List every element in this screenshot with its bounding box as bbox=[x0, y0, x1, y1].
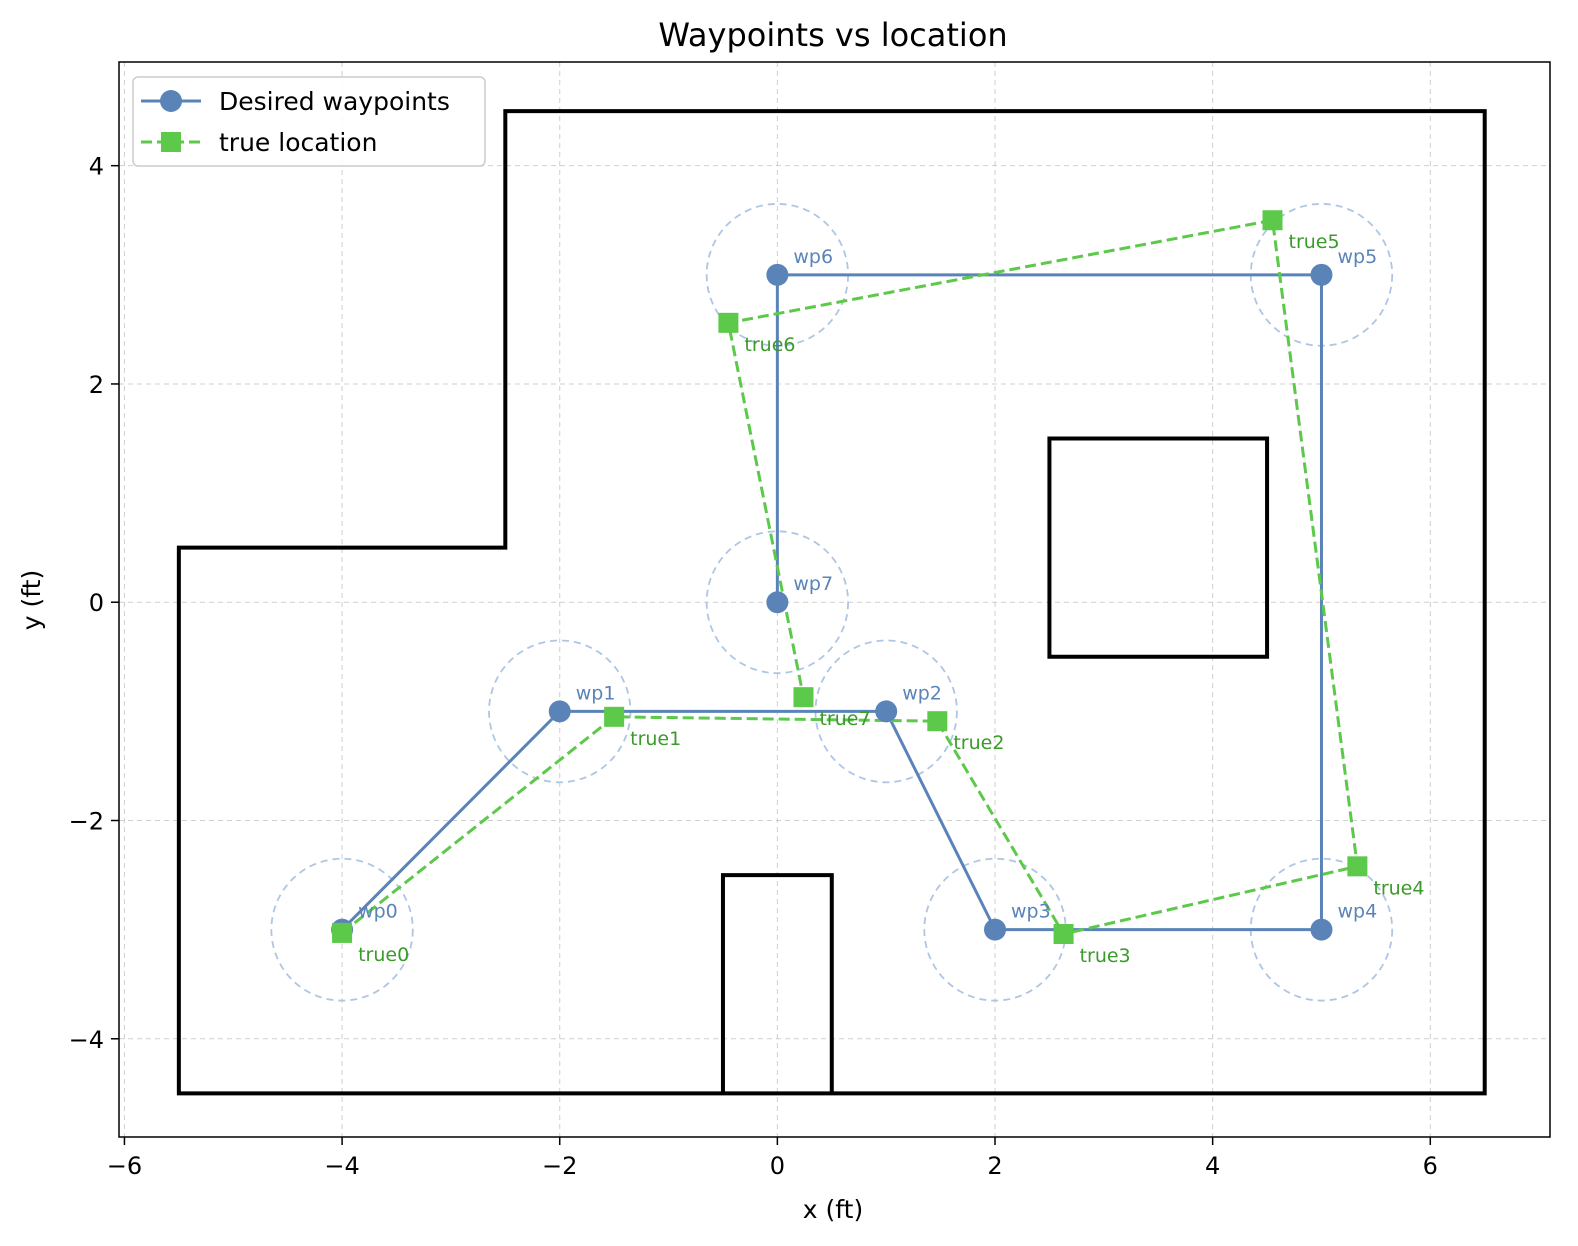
waypoint-marker bbox=[766, 591, 789, 614]
x-axis-label: x (ft) bbox=[803, 1195, 863, 1224]
legend-marker-desired bbox=[160, 90, 182, 112]
axis-ticks: −6 −4 −2 0 2 4 6 −4 −2 0 2 4 bbox=[69, 153, 1438, 1180]
legend-marker-true bbox=[161, 132, 181, 152]
obstacles bbox=[176, 109, 1487, 1096]
true-location-label: true1 bbox=[630, 728, 681, 750]
waypoint-label: wp6 bbox=[793, 246, 833, 268]
y-tick-label: 4 bbox=[89, 153, 104, 181]
true-location-marker bbox=[332, 922, 353, 943]
waypoint-marker bbox=[984, 918, 1007, 941]
true-location-marker bbox=[1262, 210, 1283, 231]
waypoint-marker bbox=[766, 263, 789, 286]
x-tick-label: 6 bbox=[1423, 1152, 1438, 1180]
y-axis-label: y (ft) bbox=[17, 570, 46, 630]
legend-box bbox=[132, 76, 486, 167]
y-tick-label: 2 bbox=[89, 371, 104, 399]
x-tick-label: 0 bbox=[770, 1152, 785, 1180]
true-location-label: true2 bbox=[953, 732, 1004, 754]
true-location-label: true4 bbox=[1373, 877, 1424, 899]
legend-label-true: true location bbox=[219, 128, 377, 157]
true-location-label: true5 bbox=[1289, 231, 1340, 253]
true-location-marker bbox=[1053, 924, 1074, 945]
outer-boundary bbox=[176, 109, 1487, 1096]
series-markers bbox=[331, 210, 1368, 945]
waypoint-label: wp5 bbox=[1337, 246, 1377, 268]
true-location-label: true3 bbox=[1080, 945, 1131, 967]
true-location-marker bbox=[1347, 856, 1368, 877]
waypoint-label: wp7 bbox=[793, 573, 833, 595]
waypoint-label: wp1 bbox=[576, 682, 616, 704]
tolerance-circle bbox=[705, 530, 850, 675]
waypoint-label: wp4 bbox=[1337, 901, 1377, 923]
y-tick-label: 0 bbox=[89, 589, 104, 617]
waypoint-marker bbox=[548, 700, 571, 723]
x-tick-label: 4 bbox=[1205, 1152, 1220, 1180]
waypoint-label: wp3 bbox=[1011, 901, 1051, 923]
waypoint-marker bbox=[1310, 918, 1333, 941]
square-obstacle bbox=[1047, 436, 1270, 659]
x-tick-label: −6 bbox=[107, 1152, 142, 1180]
grid bbox=[119, 62, 1550, 1137]
y-tick-label: −4 bbox=[69, 1026, 104, 1054]
true-location-line bbox=[341, 218, 1359, 936]
waypoint-label: wp0 bbox=[358, 901, 398, 923]
true-location-marker bbox=[793, 687, 814, 708]
point-labels: wp0 wp1 wp2 wp3 wp4 wp5 wp6 wp7 true0 true1 true2 t… bbox=[358, 231, 1424, 967]
true-location-label: true0 bbox=[358, 944, 409, 966]
legend-label-desired: Desired waypoints bbox=[219, 87, 450, 116]
bottom-obstacle bbox=[720, 873, 834, 1094]
true-location-label: true6 bbox=[744, 334, 795, 356]
waypoint-marker bbox=[875, 700, 898, 723]
true-location-marker bbox=[718, 312, 739, 333]
true-location-label: true7 bbox=[819, 708, 870, 730]
true-location-marker bbox=[604, 706, 625, 727]
legend: Desired waypoints true location bbox=[132, 76, 486, 167]
waypoint-label: wp2 bbox=[902, 682, 942, 704]
series-lines bbox=[341, 218, 1359, 936]
y-tick-label: −2 bbox=[69, 808, 104, 836]
x-tick-label: 2 bbox=[987, 1152, 1002, 1180]
tolerance-circle bbox=[270, 857, 414, 1002]
x-tick-label: −2 bbox=[542, 1152, 577, 1180]
x-tick-label: −4 bbox=[324, 1152, 359, 1180]
chart-title: Waypoints vs location bbox=[658, 16, 1007, 54]
plot-frame bbox=[118, 61, 1551, 1138]
waypoint-marker bbox=[1310, 263, 1333, 286]
true-location-marker bbox=[927, 711, 948, 732]
